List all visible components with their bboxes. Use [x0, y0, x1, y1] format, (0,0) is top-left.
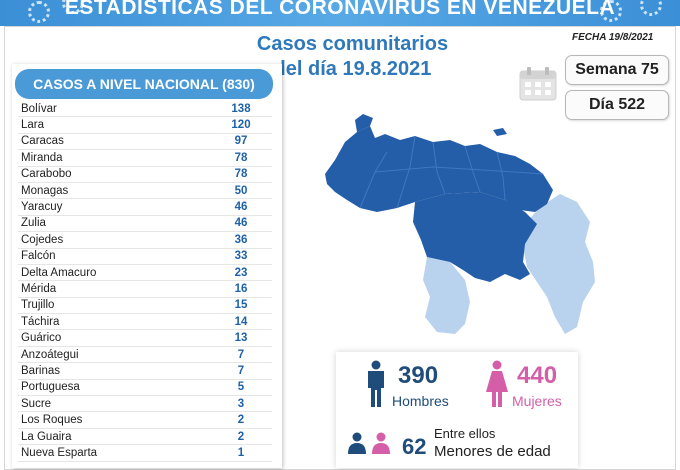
men-label: Hombres: [392, 393, 449, 409]
state-cases: 138: [231, 102, 251, 115]
table-row: Bolívar 138: [18, 101, 272, 118]
state-cases: 50: [234, 184, 248, 197]
table-row: La Guaira 2: [18, 429, 272, 446]
table-row: Portuguesa 5: [18, 380, 272, 397]
state-cases: 120: [231, 119, 251, 132]
map-region-guayana: [520, 194, 595, 334]
map-region-bolivar: [413, 192, 537, 282]
venezuela-map: [325, 114, 595, 334]
table-row: Yaracuy 46: [18, 199, 272, 216]
map-region-amazonas: [423, 257, 470, 334]
state-cases: 2: [237, 414, 245, 427]
state-cases: 78: [234, 151, 248, 164]
state-name: Mérida: [21, 282, 57, 295]
minors-prefix: Entre ellos: [434, 426, 496, 441]
woman-icon: [486, 360, 508, 407]
state-name: Barinas: [21, 364, 60, 377]
state-cases: 13: [234, 332, 248, 345]
table-row: Miranda 78: [18, 150, 272, 167]
virus-icon: [28, 1, 50, 23]
map-region-margarita: [493, 128, 507, 136]
women-count: 440: [517, 362, 558, 389]
date-label: FECHA 19/8/2021: [572, 32, 654, 43]
table-row: Monagas 50: [18, 183, 272, 200]
table-row: Carabobo 78: [18, 167, 272, 183]
table-row: Táchira 14: [18, 314, 272, 331]
banner-title: ESTADÍSTICAS DEL CORONAVIRUS EN VENEZUEL…: [64, 0, 616, 19]
table-row: Zulia 46: [18, 216, 272, 233]
state-cases: 14: [234, 315, 248, 328]
table-header: CASOS A NIVEL NACIONAL (830): [15, 69, 273, 99]
title-line-2: del día 19.8.2021: [273, 58, 432, 80]
state-name: Monagas: [21, 184, 69, 197]
man-icon: [368, 360, 384, 407]
map-region-north: [325, 126, 553, 212]
state-name: Delta Amacuro: [21, 266, 97, 279]
state-name: Bolívar: [21, 102, 57, 115]
table-row: Mérida 16: [18, 281, 272, 298]
state-cases: 78: [234, 168, 248, 181]
state-name: Sucre: [21, 397, 52, 410]
men-count: 390: [398, 362, 439, 389]
state-cases: 36: [234, 233, 248, 246]
state-cases: 7: [237, 364, 245, 377]
state-cases: 46: [234, 217, 248, 230]
state-cases: 7: [237, 348, 245, 361]
state-cases: 1: [237, 446, 245, 459]
day-badge: Día 522: [565, 90, 669, 120]
map-region-paraguana: [355, 114, 373, 132]
state-name: Lara: [21, 119, 45, 132]
state-cases: 46: [234, 201, 248, 214]
state-name: Anzoátegui: [21, 348, 79, 361]
cases-table-panel: [12, 64, 282, 468]
table-row: Guárico 13: [18, 330, 272, 347]
state-name: Trujillo: [21, 299, 55, 312]
state-cases: 97: [234, 135, 248, 148]
table-row: Barinas 7: [18, 363, 272, 380]
state-name: Falcón: [21, 250, 56, 263]
state-name: Los Roques: [21, 414, 83, 427]
table-row: Lara 120: [18, 117, 272, 134]
minors-count: 62: [402, 434, 427, 459]
table-row: Falcón 33: [18, 249, 272, 265]
table-row: Caracas 97: [18, 134, 272, 151]
virus-icon: [600, 0, 622, 22]
table-row: Cojedes 36: [18, 232, 272, 249]
state-name: Caracas: [21, 135, 64, 148]
page-title: Casos comunitarios del día 19.8.2021: [230, 32, 475, 82]
women-label: Mujeres: [512, 393, 562, 409]
family-icon: [348, 432, 390, 454]
virus-icon: [62, 0, 84, 14]
state-name: Zulia: [21, 217, 46, 230]
state-cases: 2: [237, 430, 245, 443]
state-cases: 3: [237, 397, 245, 410]
state-cases: 23: [234, 266, 248, 279]
table-row: Los Roques 2: [18, 412, 272, 429]
calendar-icon: [519, 67, 557, 101]
table-row: Trujillo 15: [18, 298, 272, 315]
state-name: Miranda: [21, 151, 63, 164]
top-banner: ESTADÍSTICAS DEL CORONAVIRUS EN VENEZUEL…: [0, 0, 680, 26]
state-cases: 33: [234, 250, 248, 263]
state-name: La Guaira: [21, 430, 72, 443]
virus-icon: [640, 0, 662, 16]
state-name: Nueva Esparta: [21, 446, 98, 459]
state-cases: 16: [234, 282, 248, 295]
state-name: Guárico: [21, 332, 62, 345]
state-name: Cojedes: [21, 233, 64, 246]
table-row: Nueva Esparta 1: [18, 445, 272, 462]
table-row: Anzoátegui 7: [18, 347, 272, 364]
state-name: Portuguesa: [21, 381, 80, 394]
title-line-1: Casos comunitarios: [256, 33, 449, 55]
state-name: Yaracuy: [21, 201, 63, 214]
cases-table: Bolívar 138 Lara 120 Caracas 97 Miranda 78 Carab…: [18, 101, 272, 462]
state-name: Carabobo: [21, 168, 72, 181]
state-name: Táchira: [21, 315, 60, 328]
state-cases: 5: [237, 381, 245, 394]
table-row: Sucre 3: [18, 396, 272, 413]
week-badge: Semana 75: [565, 55, 669, 85]
minors-label: Menores de edad: [434, 443, 551, 460]
table-row: Delta Amacuro 23: [18, 265, 272, 282]
state-cases: 15: [234, 299, 248, 312]
